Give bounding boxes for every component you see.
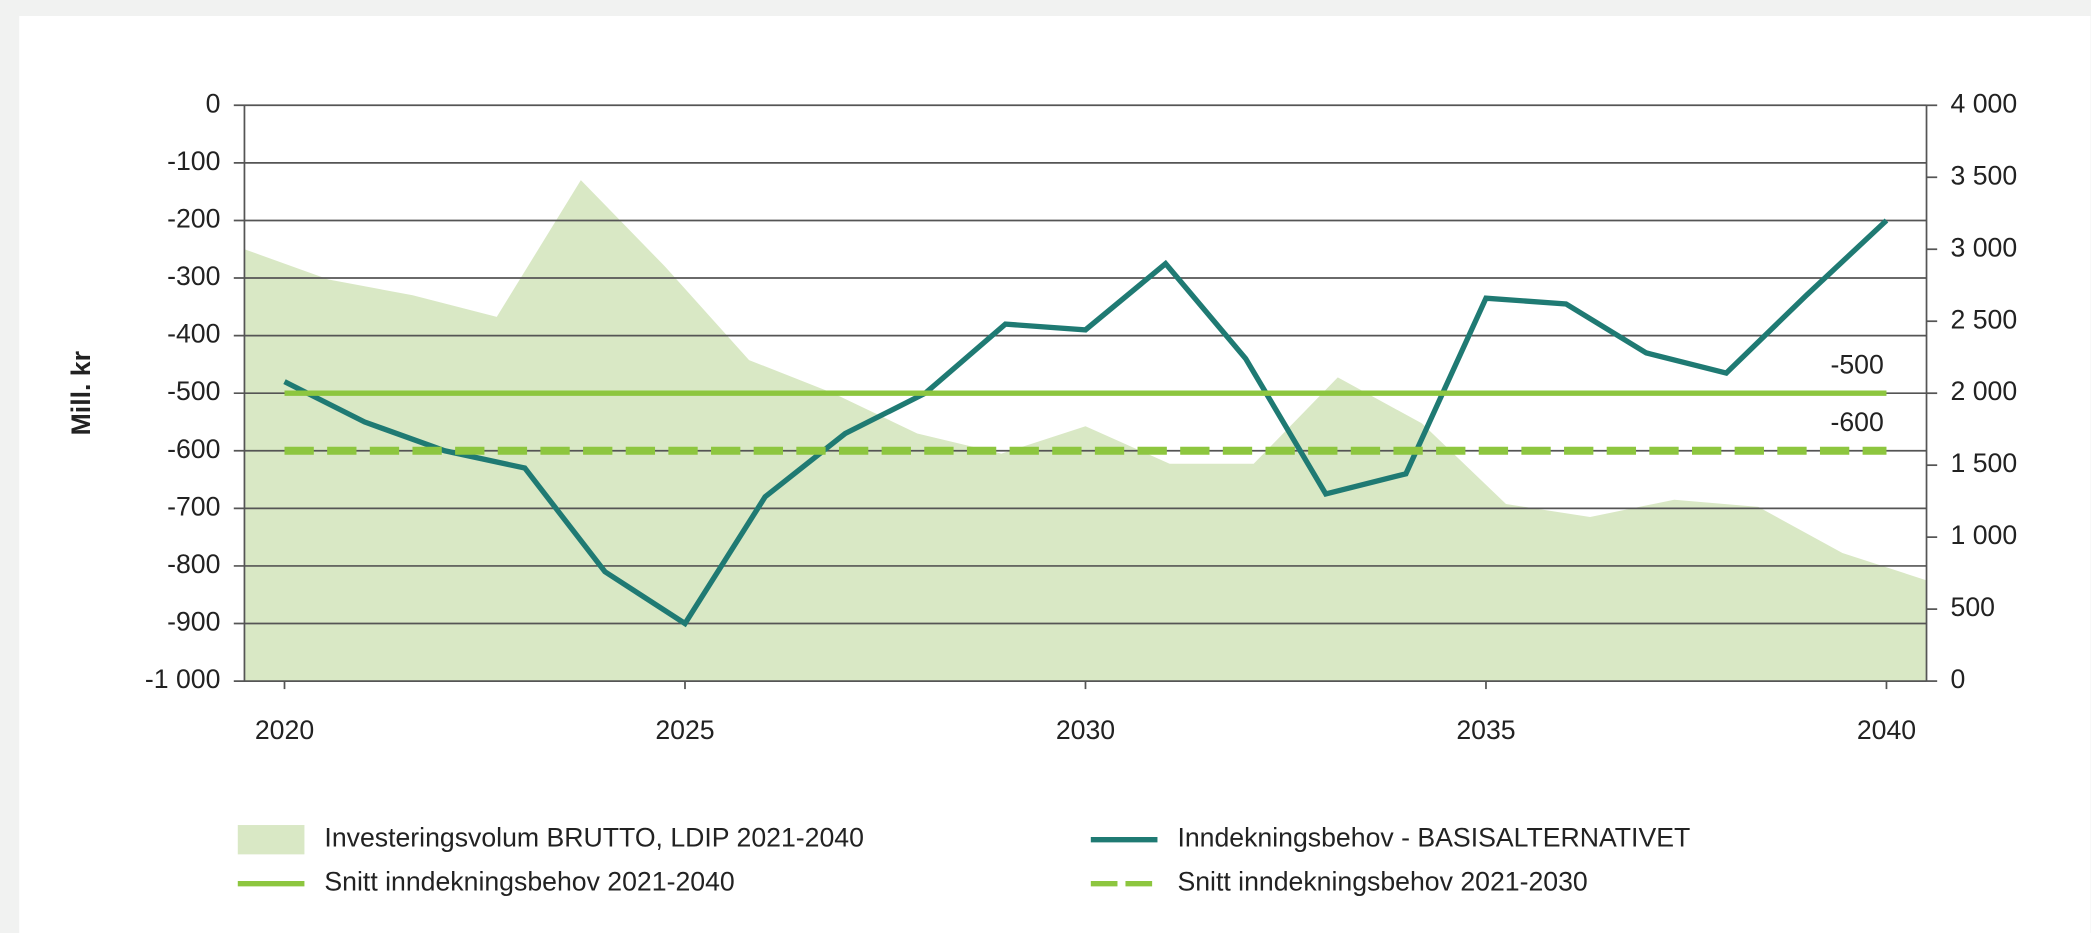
y-axis-label: Mill. kr [66, 351, 96, 435]
y-tick-label: -700 [167, 491, 220, 521]
y-tick-label: -100 [167, 146, 220, 176]
y2-tick-label: 2 500 [1951, 304, 2018, 334]
y2-tick-label: 1 000 [1951, 520, 2018, 550]
y-tick-label: -900 [167, 607, 220, 637]
legend-label: Snitt inndekningsbehov 2021-2030 [1177, 867, 1587, 897]
y-tick-label: -1 000 [145, 664, 221, 694]
x-tick-label: 2025 [655, 715, 714, 745]
line [283, 218, 1889, 628]
legend-label: Inndekningsbehov - BASISALTERNATIVET [1177, 823, 1690, 853]
area [244, 180, 1927, 682]
legend-label: Snitt inndekningsbehov 2021-2040 [324, 867, 734, 897]
y2-tick-label: 500 [1951, 592, 1995, 622]
y-tick-label: -400 [167, 319, 220, 349]
data-label: -600 [1830, 407, 1883, 437]
y-tick-label: 0 [206, 88, 221, 118]
y-tick-label: -200 [167, 204, 220, 234]
x-tick-label: 2040 [1857, 715, 1916, 745]
legend-swatch [237, 825, 305, 855]
y-tick-label: -800 [167, 549, 220, 579]
x-tick-label: 2035 [1456, 715, 1515, 745]
x-tick-label: 2030 [1056, 715, 1115, 745]
y2-tick-label: 4 000 [1951, 88, 2018, 118]
y2-tick-label: 3 500 [1951, 160, 2018, 190]
y2-tick-label: 1 500 [1951, 448, 2018, 478]
y-tick-label: -300 [167, 261, 220, 291]
y-tick-label: -500 [167, 376, 220, 406]
y-tick-label: -600 [167, 434, 220, 464]
y2-tick-label: 3 000 [1951, 232, 2018, 262]
legend-label: Investeringsvolum BRUTTO, LDIP 2021-2040 [324, 823, 864, 853]
x-tick-label: 2020 [255, 715, 314, 745]
y2-tick-label: 2 000 [1951, 376, 2018, 406]
data-label: -500 [1830, 350, 1883, 380]
y2-tick-label: 0 [1951, 664, 1966, 694]
